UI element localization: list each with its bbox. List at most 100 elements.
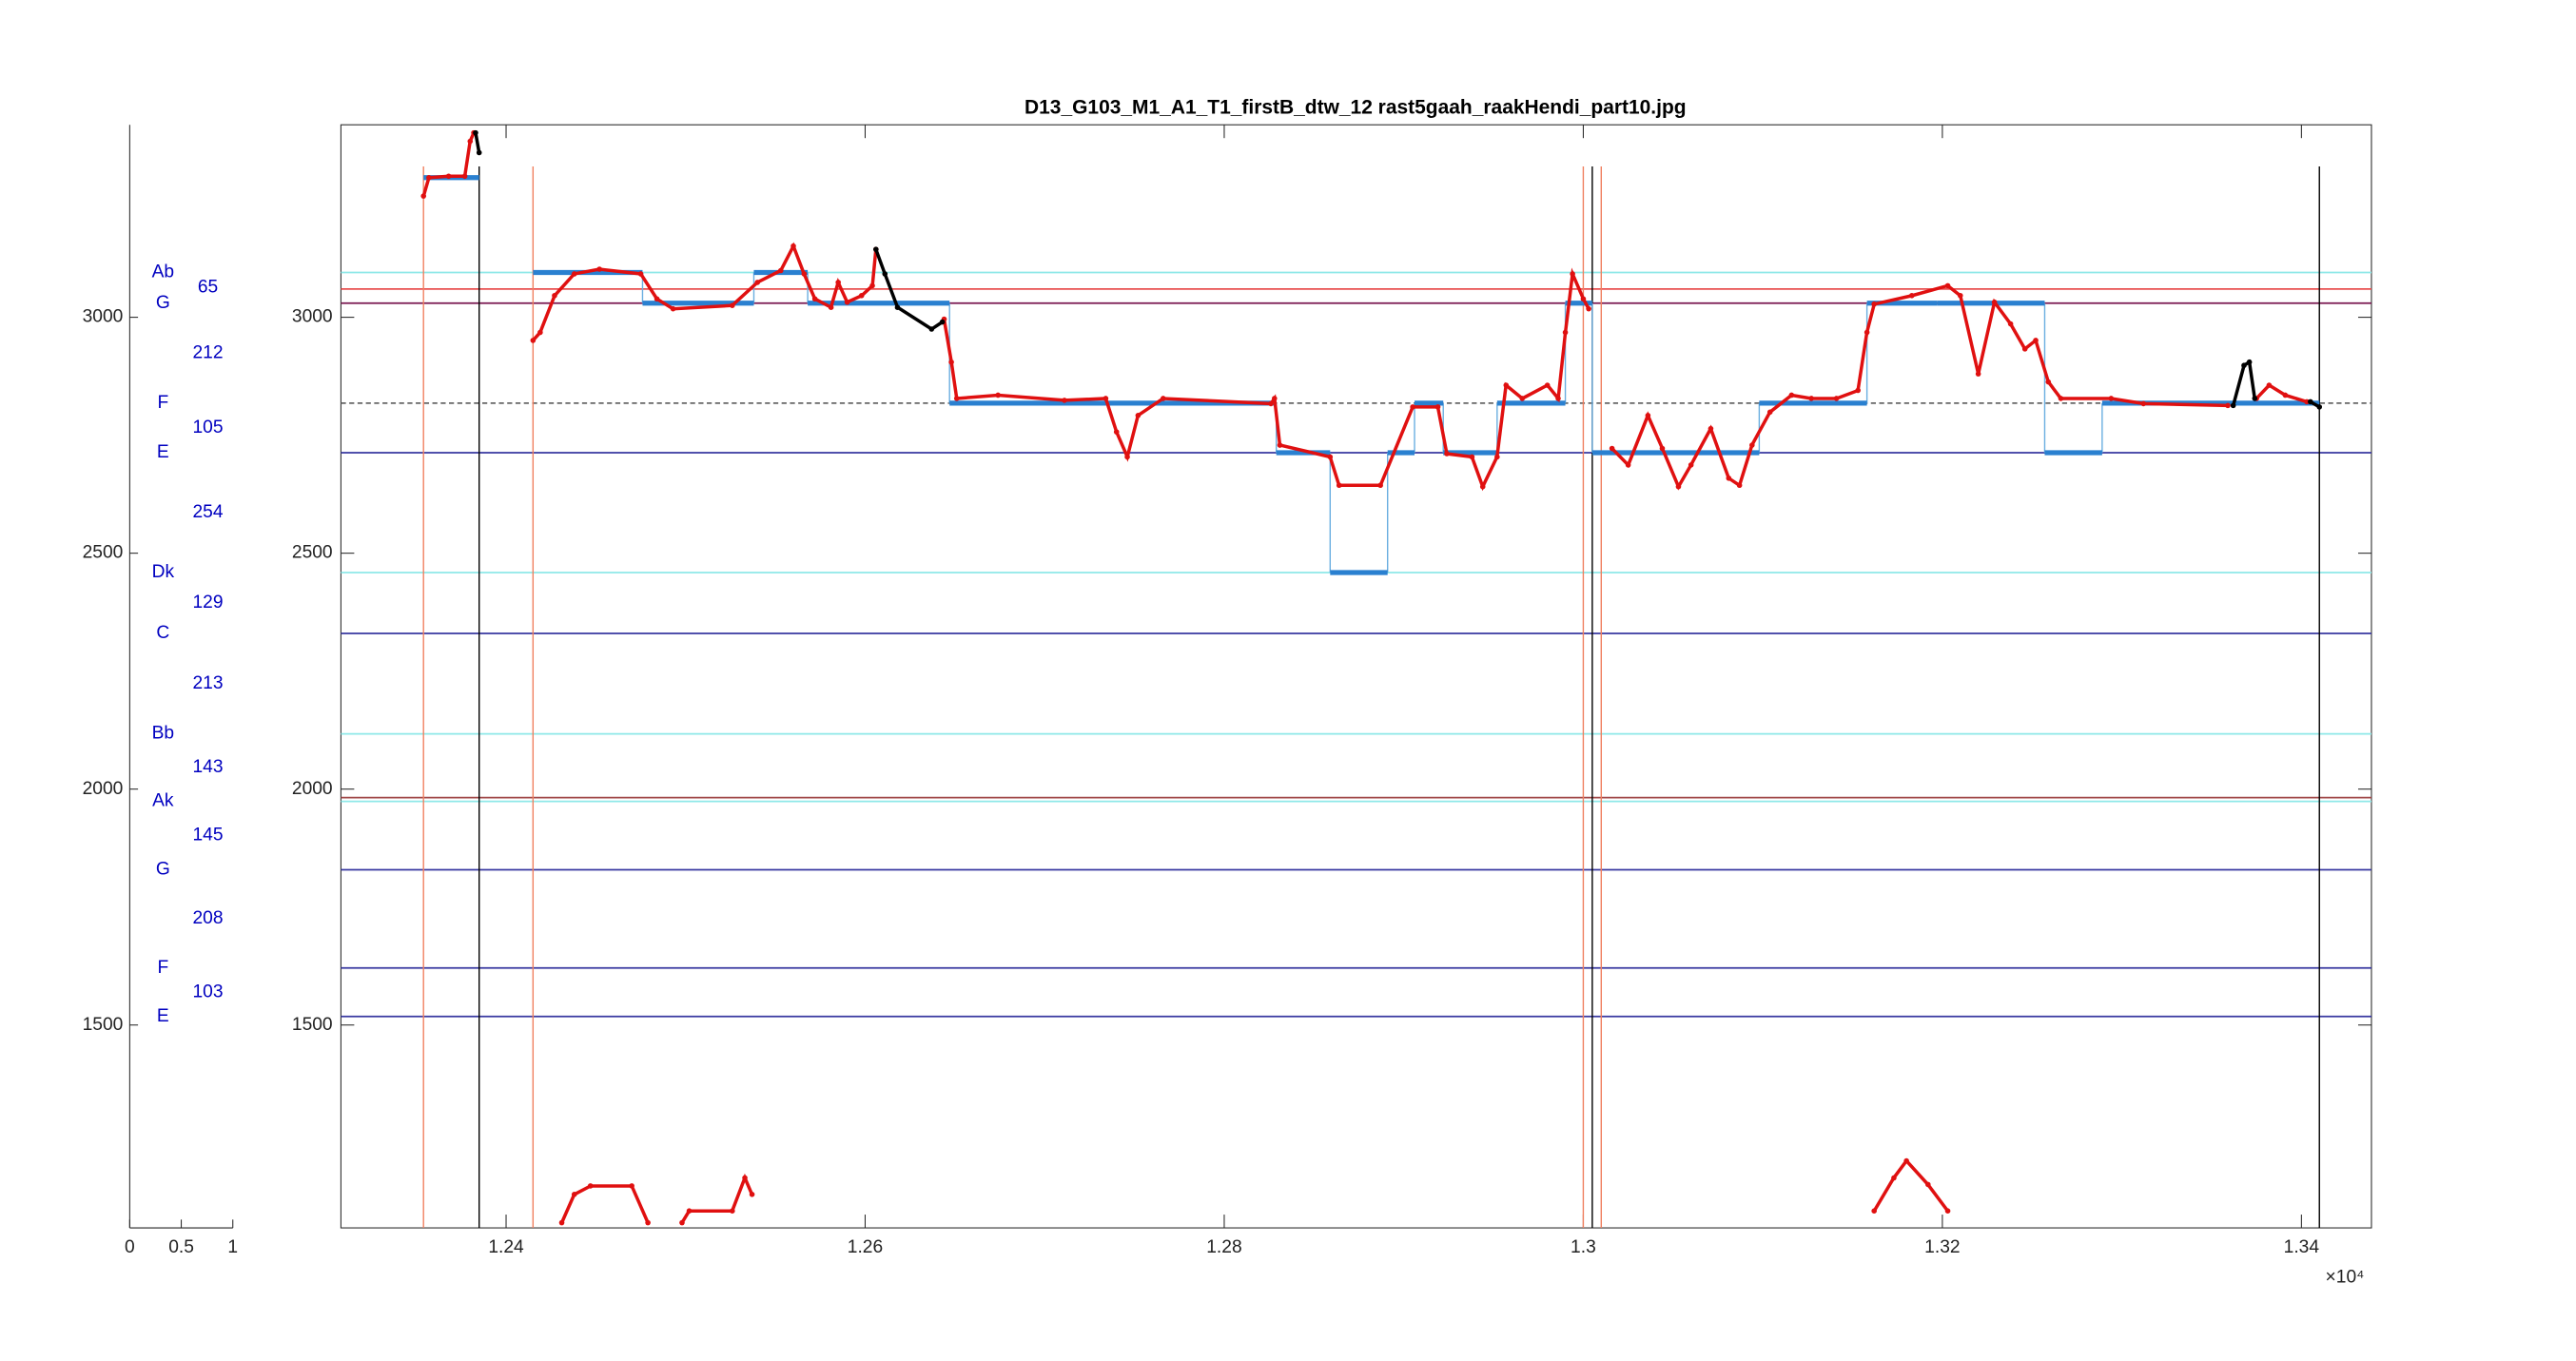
pitch-point [1580,296,1587,302]
pitch-point [1103,396,1109,401]
y-tick-label: 1500 [292,1015,333,1035]
pitch-point [1766,409,1773,416]
y-tick-label: 3000 [83,307,124,327]
pitch-point [1675,483,1682,490]
pitch-point [995,392,1001,399]
pitch-point [1924,1181,1931,1188]
pitch-point [1544,382,1551,388]
pitch-point [730,302,735,309]
interval-label: 212 [192,342,223,362]
x-tick-label: 1.26 [848,1237,883,1257]
pitch-point [835,280,841,285]
pitch-point [1336,482,1342,489]
pitch-point [1410,404,1415,410]
pitch-point [571,1192,577,1197]
pitch-point [742,1175,748,1181]
pitch-point [939,319,946,325]
pitch-point [858,292,865,299]
pitch-point [629,1183,634,1189]
x-tick-label: 0.5 [168,1237,194,1257]
pitch-point [1135,412,1142,418]
pitch-point [461,173,468,180]
pitch-point [1909,292,1915,299]
pitch-point [1519,396,1526,401]
pitch-point [1625,462,1631,468]
pitch-point [1327,454,1334,460]
pitch-point [869,282,875,289]
note-label: E [157,442,169,462]
pitch-point [811,296,818,302]
pitch-point [645,1219,651,1226]
pitch-point [445,173,452,180]
pitch-point [1434,404,1441,410]
pitch-point [2282,392,2289,399]
x-tick-label: 1.32 [1924,1237,1960,1257]
pitch-point [571,271,577,277]
x-tick-label: 1.3 [1571,1237,1596,1257]
note-label: F [157,393,168,413]
interval-label: 254 [192,502,223,522]
pitch-point [790,243,796,249]
pitch-point [1469,454,1475,460]
pitch-point [749,1192,755,1197]
pitch-point [1609,445,1615,452]
pitch-point [1160,396,1166,401]
pitch-point [2230,402,2236,409]
pitch-point [558,1219,565,1226]
pitch-point [1975,371,1981,377]
pitch-point [2241,362,2247,369]
x-tick-label: 1.28 [1206,1237,1241,1257]
pitch-point [1788,392,1795,399]
pitch-point [530,338,537,343]
y-tick-label: 3000 [292,307,333,327]
pitch-point [679,1219,685,1226]
pitch-point [2246,359,2253,365]
y-tick-label: 2000 [292,779,333,799]
pitch-point [1277,442,1283,448]
note-label: Dk [152,562,175,582]
interval-label: 103 [192,982,223,1001]
pitch-point [587,1183,594,1189]
pitch-point [1991,299,1998,305]
note-label: G [156,860,170,880]
pitch-point [2308,399,2313,405]
x-tick-label: 1 [227,1237,238,1257]
note-label: G [156,293,170,313]
pitch-point [730,1208,735,1214]
pitch-point [1562,329,1569,336]
pitch-point [1736,482,1743,489]
y-tick-label: 2500 [292,543,333,563]
pitch-point [828,304,834,310]
pitch-point [1062,398,1067,403]
pitch-point [467,138,474,145]
pitch-point [1659,445,1666,452]
pitch-point [1944,282,1951,289]
note-label: Ak [152,791,174,811]
note-label: E [157,1006,169,1026]
pitch-point [537,329,543,336]
pitch-point [473,129,478,136]
pitch-point [1444,451,1450,457]
pitch-point [1891,1175,1897,1181]
chart-title: D13_G103_M1_A1_T1_firstB_dtw_12 rast5gaa… [1025,96,1687,118]
pitch-point [873,246,879,252]
pitch-point [552,292,557,299]
note-label: Bb [152,724,175,744]
pitch-point [1749,442,1755,448]
pitch-point [1903,1157,1909,1164]
pitch-point [476,149,482,156]
y-tick-label: 2500 [83,543,124,563]
pitch-point [928,326,935,332]
pitch-point [1808,396,1814,401]
pitch-point [1708,425,1714,432]
pitch-point [1494,454,1500,460]
pitch-point [1272,396,1278,401]
pitch-point [670,305,676,312]
pitch-point [1957,292,1963,299]
pitch-point [2058,396,2064,401]
interval-label: 213 [192,673,223,693]
pitch-point [948,359,954,365]
pitch-point [2021,346,2028,352]
pitch-point [2266,382,2273,388]
